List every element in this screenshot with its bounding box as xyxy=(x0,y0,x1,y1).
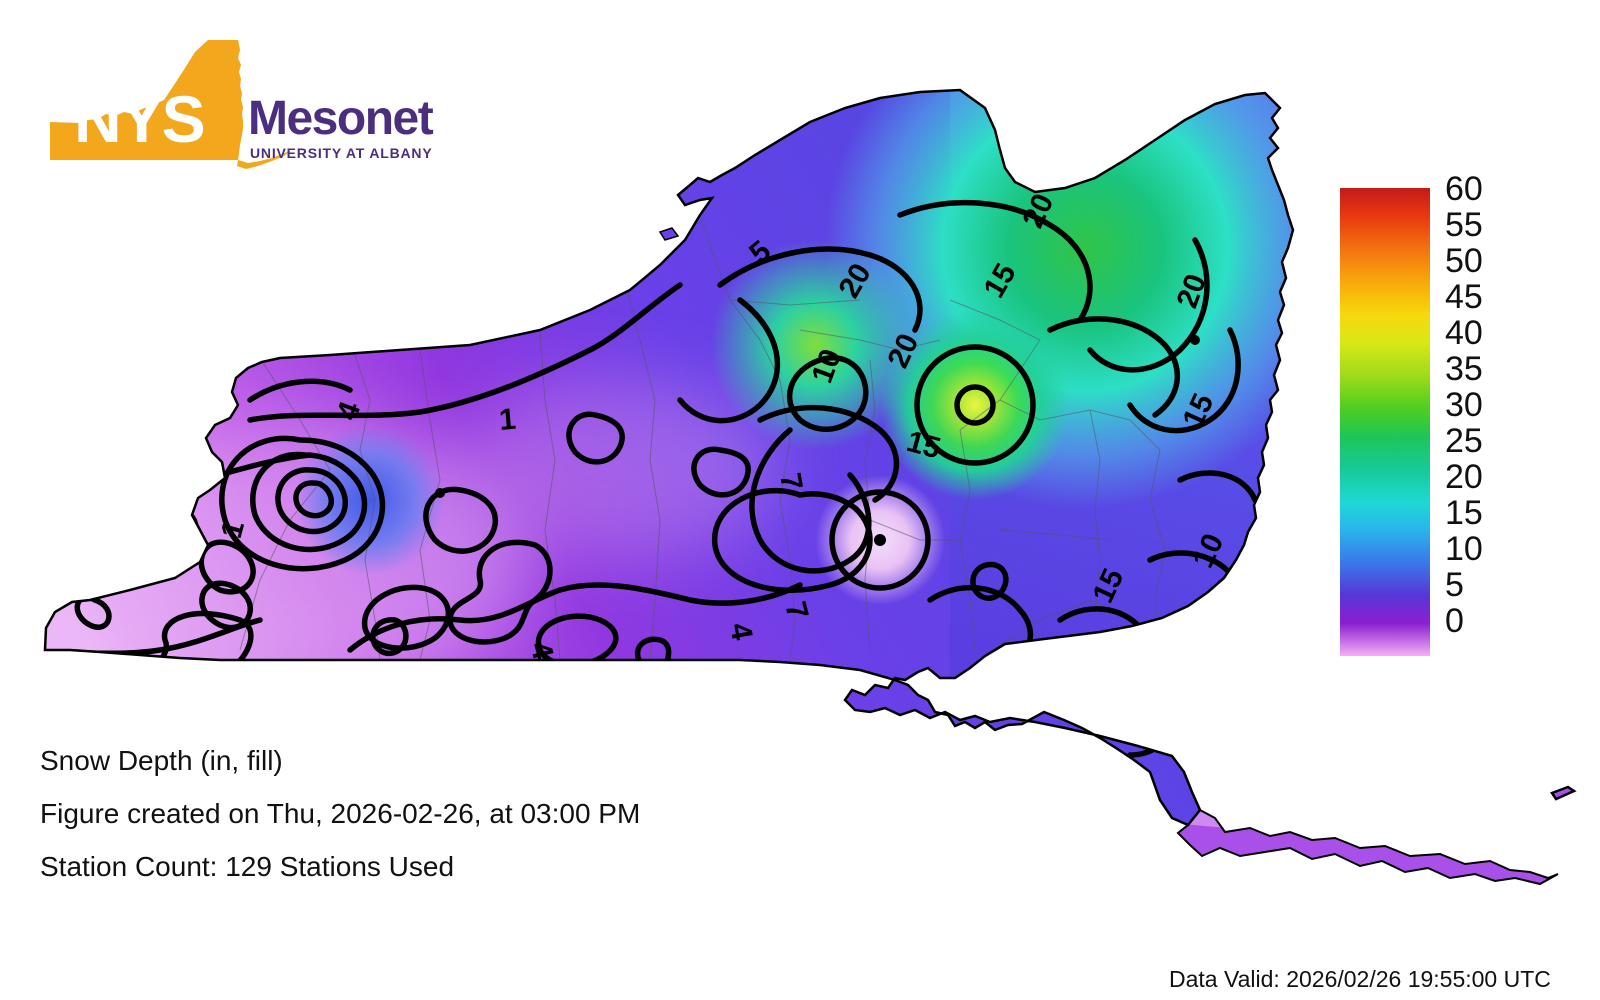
svg-text:35: 35 xyxy=(1445,350,1483,388)
svg-text:10: 10 xyxy=(1445,530,1483,568)
svg-text:20: 20 xyxy=(1445,458,1483,496)
svg-text:1: 1 xyxy=(498,403,518,437)
svg-text:50: 50 xyxy=(1445,242,1483,280)
svg-text:60: 60 xyxy=(1445,170,1483,208)
svg-text:25: 25 xyxy=(1445,422,1483,460)
svg-text:0: 0 xyxy=(1445,602,1464,640)
svg-text:15: 15 xyxy=(1445,494,1483,532)
svg-text:45: 45 xyxy=(1445,278,1483,316)
svg-text:40: 40 xyxy=(1445,314,1483,352)
svg-text:10: 10 xyxy=(1066,659,1110,703)
svg-text:5: 5 xyxy=(1445,566,1464,604)
svg-text:30: 30 xyxy=(1445,386,1483,424)
svg-text:55: 55 xyxy=(1445,206,1483,244)
